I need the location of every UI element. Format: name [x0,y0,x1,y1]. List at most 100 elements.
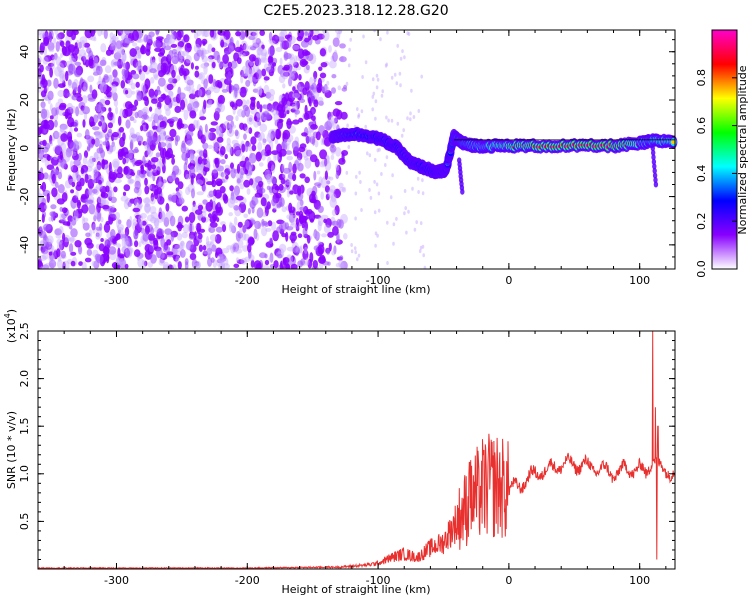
noise-blob [331,74,337,79]
noise-blob [269,104,275,113]
noise-blob [267,160,276,172]
noise-blob [42,56,49,65]
x-tick-label: -200 [235,574,260,587]
noise-speck [384,63,388,68]
noise-blob [147,160,152,171]
noise-blob [125,119,131,129]
noise-blob [140,165,144,170]
noise-blob [269,237,273,245]
noise-speck [360,208,363,212]
noise-blob [82,106,90,115]
noise-blob [272,62,277,67]
noise-blob [297,233,303,238]
noise-blob [165,202,170,212]
noise-blob [115,40,123,50]
noise-blob [319,48,327,57]
noise-blob [198,125,203,137]
noise-blob [74,42,78,49]
x-tick-label: -200 [235,274,260,287]
noise-speck [392,222,396,227]
y-tick-label: 40 [18,45,31,59]
noise-blob [236,259,245,265]
noise-blob [151,169,160,177]
noise-blob [256,86,263,96]
noise-blob [215,247,223,256]
noise-blob [249,178,254,186]
noise-blob [156,36,164,41]
noise-speck [356,107,359,112]
noise-blob [216,126,223,137]
noise-blob [205,236,210,247]
noise-blob [212,147,220,153]
noise-blob [86,248,93,257]
noise-blob [179,50,185,60]
noise-blob [64,70,69,82]
noise-blob [264,108,270,114]
noise-speck [369,195,373,200]
noise-blob [206,98,215,105]
noise-blob [286,155,294,161]
noise-blob [274,138,279,145]
noise-blob [157,101,162,110]
noise-blob [108,190,115,199]
noise-blob [40,90,47,98]
noise-blob [294,55,298,65]
noise-blob [279,66,283,77]
noise-blob [142,197,150,204]
noise-blob [185,55,192,64]
noise-blob [96,160,102,171]
noise-blob [312,259,318,269]
noise-blob [155,30,160,36]
noise-blob [304,104,308,115]
noise-blob [192,101,200,109]
noise-blob [268,257,272,262]
noise-blob [125,154,129,159]
noise-blob [289,56,296,68]
noise-blob [194,70,200,78]
noise-blob [70,57,77,64]
noise-speck [371,77,375,82]
noise-blob [257,47,264,56]
noise-blob [182,50,189,56]
noise-blob [325,193,330,201]
noise-blob [167,174,175,183]
noise-blob [55,41,60,52]
noise-blob [55,166,59,176]
noise-blob [215,125,220,135]
noise-blob [149,170,153,179]
noise-blob [137,110,144,119]
noise-blob [141,220,147,226]
noise-blob [289,71,295,80]
noise-blob [206,243,211,252]
noise-blob [208,56,213,63]
noise-blob [208,227,216,233]
noise-blob [118,30,124,33]
noise-blob [270,164,275,174]
noise-speck [379,37,382,42]
noise-blob [343,233,348,240]
noise-blob [112,158,120,168]
noise-blob [328,176,334,181]
noise-blob [168,34,174,40]
noise-blob [282,257,290,264]
noise-speck [358,170,361,175]
noise-blob [52,56,58,61]
noise-blob [112,92,118,102]
noise-blob [208,131,213,140]
noise-blob [69,105,77,114]
noise-speck [400,133,404,138]
noise-blob [297,162,304,172]
noise-blob [149,106,153,112]
noise-blob [59,127,65,133]
noise-blob [38,118,42,128]
noise-blob [183,109,189,121]
noise-blob [256,100,261,110]
noise-blob [198,232,203,240]
noise-blob [153,74,159,81]
noise-blob [111,81,119,87]
noise-blob [196,30,202,37]
noise-blob [62,261,66,269]
noise-blob [221,88,229,93]
noise-blob [190,62,194,70]
noise-blob [206,241,213,246]
